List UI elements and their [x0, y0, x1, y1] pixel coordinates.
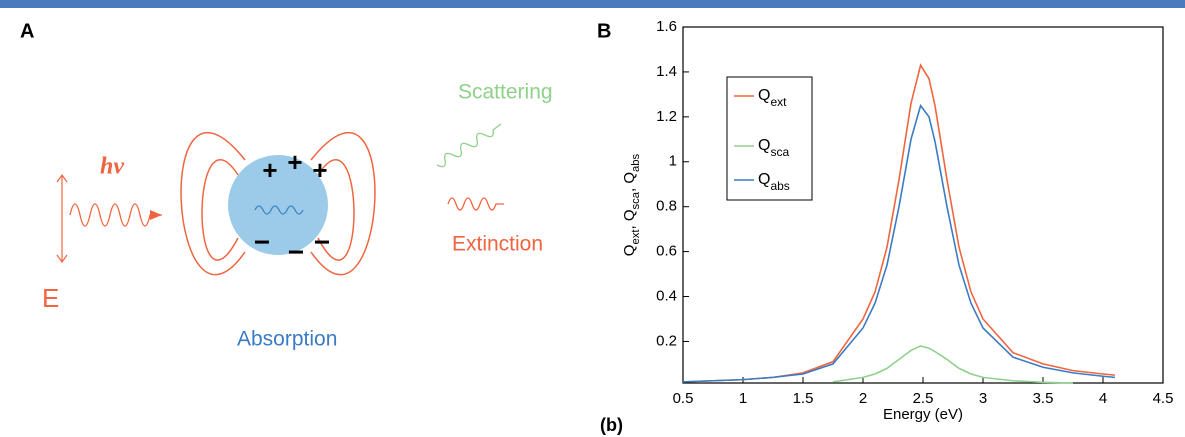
y-tick-label: 1.4: [656, 63, 677, 80]
x-tick-label: 4.5: [1153, 390, 1174, 407]
x-tick-label: 0.5: [673, 390, 694, 407]
x-tick-label: 1: [739, 390, 747, 407]
photon-label: hν: [100, 154, 124, 180]
x-tick-label: 2: [859, 390, 867, 407]
y-tick-label: 0.8: [656, 198, 677, 215]
charge: −: [288, 236, 304, 267]
y-tick-label: 1.2: [656, 108, 677, 125]
charge: −: [254, 226, 270, 257]
absorption-label: Absorption: [237, 328, 337, 351]
caption: (b): [600, 415, 623, 435]
panel-label: A: [20, 20, 34, 42]
top-bar: [0, 0, 1185, 8]
extinction-label: Extinction: [452, 233, 543, 256]
x-tick-label: 3: [979, 390, 987, 407]
incident-wave: [69, 203, 162, 227]
field-label: E: [42, 283, 59, 313]
x-tick-label: 1.5: [793, 390, 814, 407]
extinction-wave: [447, 197, 504, 211]
scattering-label: Scattering: [458, 81, 553, 104]
x-tick-label: 2.5: [913, 390, 934, 407]
x-tick-label: 4: [1099, 390, 1107, 407]
y-tick-label: 0.4: [656, 287, 677, 304]
absorbed-wave: [254, 205, 304, 215]
series-line: [832, 345, 1074, 384]
panel-label: B: [597, 20, 611, 42]
y-tick-label: 0.6: [656, 243, 677, 260]
y-tick-label: 1.6: [656, 18, 677, 35]
legend-label: Qabs: [758, 171, 790, 193]
charge: −: [314, 226, 330, 257]
scattered-wave: [436, 123, 502, 168]
legend-label: Qext: [758, 87, 787, 109]
arrow-head: [150, 210, 162, 220]
field-arrow: [56, 173, 68, 264]
charge: +: [312, 155, 327, 185]
legend-label: Qsca: [758, 137, 789, 159]
x-axis-title: Energy (eV): [883, 406, 963, 423]
charge: +: [262, 155, 277, 185]
y-tick-label: 0.2: [656, 332, 677, 349]
series-line: [682, 103, 1116, 383]
field-lines: [180, 131, 376, 276]
particle: [228, 155, 328, 255]
x-tick-label: 3.5: [1033, 390, 1054, 407]
y-axis-title: Qext, Qsca, Qabs: [621, 153, 642, 256]
charge: +: [287, 147, 302, 177]
y-tick-label: 1: [669, 153, 677, 170]
